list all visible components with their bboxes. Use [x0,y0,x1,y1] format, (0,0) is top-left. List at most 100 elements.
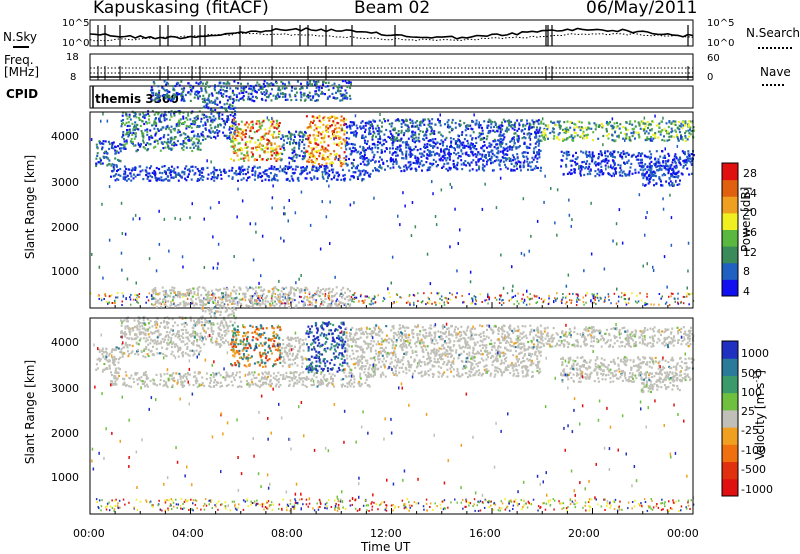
power-cell [556,297,558,300]
power-cell [652,269,655,272]
power-cell [423,134,426,137]
power-cell [273,175,276,178]
power-cell [625,133,628,136]
power-cell [230,169,233,172]
power-cell [626,151,629,154]
power-cell [474,302,476,305]
power-cell [420,155,423,158]
power-cell [417,292,419,295]
velocity-cell [113,355,116,358]
power-cell [169,99,172,102]
power-cell [610,124,613,127]
power-cell [409,153,412,156]
power-cell [610,164,612,168]
power-cell [624,298,627,301]
power-cell [540,134,543,137]
power-cell [544,124,547,127]
velocity-cell [172,354,175,357]
power-cell [488,298,490,301]
power-cell [661,138,664,142]
power-cell [439,302,441,305]
power-cell [566,120,569,123]
power-cell [306,295,308,298]
power-cell [388,122,391,126]
power-cell [276,94,279,97]
power-cell [577,298,580,301]
power-cell [488,295,490,298]
power-cell [162,147,165,150]
power-cell [670,243,673,247]
power-cell [379,164,381,167]
power-cell [547,137,549,140]
nsearch-label: N.Search [746,26,800,40]
power-cell [306,95,308,98]
power-cell [515,163,518,167]
power-cell [270,99,273,102]
power-cell [587,167,590,170]
power-cell [242,91,245,94]
velocity-cell [120,324,123,327]
power-cell [624,152,627,155]
power-cell [463,144,466,147]
power-cell [226,118,228,121]
power-cell [470,142,473,145]
power-cell [245,179,248,182]
power-cell [508,124,511,127]
power-cell [326,156,329,159]
velocity-cell [105,348,108,351]
power-cell [584,126,587,129]
power-cell [536,301,539,304]
power-cell [251,169,254,172]
power-cell [242,94,245,98]
power-cell [170,148,173,151]
power-cell [206,135,209,138]
power-cell [217,116,220,120]
power-cell [161,165,164,168]
power-cell [148,138,151,141]
power-cell [124,147,127,150]
power-cell [401,153,404,156]
power-cell [170,97,173,100]
power-cell [444,138,447,141]
power-cell [418,133,421,136]
power-cell [136,294,138,297]
power-cell [134,166,137,169]
power-cell [371,143,374,146]
power-cell [387,135,390,139]
power-cell [256,91,258,94]
power-cell [371,136,374,139]
power-cell [323,165,326,168]
power-cell [322,80,325,84]
power-cell [115,164,118,167]
power-cell [481,155,484,158]
power-cell [140,130,143,133]
power-cell [597,157,600,160]
power-cell [454,140,457,143]
power-cell [240,120,243,123]
power-cell [612,125,615,128]
power-cell [356,166,358,169]
power-cell [600,297,602,300]
power-cell [669,164,672,167]
power-cell [145,166,148,169]
power-cell [260,97,263,101]
power-cell [267,179,270,182]
power-cell [275,154,277,157]
power-cell [435,303,437,306]
power-cell [449,145,452,148]
power-cell [243,154,246,157]
power-cell [239,168,242,171]
power-cell [212,101,215,104]
power-cell [575,293,578,296]
power-cell [361,179,364,182]
power-cell [443,148,446,151]
power-cell [526,160,529,163]
power-cell [687,269,689,273]
power-cell [264,128,267,131]
power-cell [307,96,310,99]
power-cell [682,165,685,168]
power-cell [441,142,444,145]
power-cell [428,302,430,305]
power-cell [175,123,178,126]
power-cell [448,156,451,159]
